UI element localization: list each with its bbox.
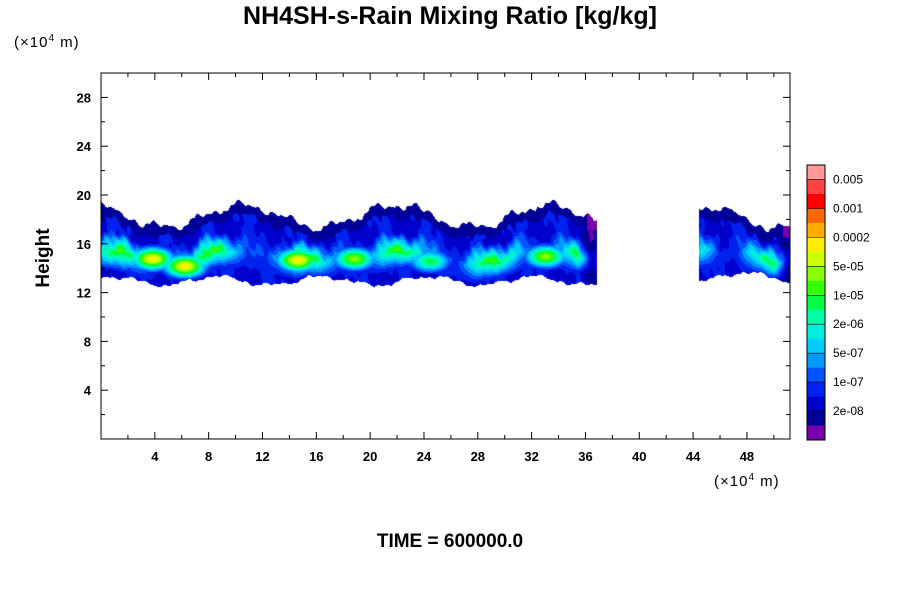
colorbar-label: 5e-07 [833, 346, 864, 360]
colorbar-label: 2e-08 [833, 404, 864, 418]
colorbar-swatch [807, 338, 825, 354]
x-tick-label: 48 [740, 449, 754, 464]
y-tick-label: 16 [77, 237, 91, 252]
time-label: TIME = 600000.0 [376, 531, 524, 552]
colorbar-label: 1e-07 [833, 375, 864, 389]
y-axis-label: Height [33, 228, 54, 288]
mixing-ratio-field [101, 73, 790, 439]
colorbar-swatch [807, 266, 825, 282]
x-tick-label: 36 [578, 449, 592, 464]
colorbar-swatch [807, 251, 825, 267]
y-unit-label: (×104 m) [14, 33, 80, 51]
y-tick-label: 12 [77, 286, 91, 301]
x-tick-label: 44 [686, 449, 701, 464]
x-tick-label: 16 [309, 449, 323, 464]
x-unit-label: (×104 m) [714, 472, 780, 490]
colorbar-swatch [807, 324, 825, 340]
y-tick-label: 4 [84, 383, 92, 398]
colorbar-swatch [807, 280, 825, 296]
x-tick-label: 24 [417, 449, 432, 464]
y-tick-labels: 4 8 12 16 20 24 28 [77, 90, 92, 398]
colorbar-swatch [807, 208, 825, 224]
x-tick-labels: 4 8 12 16 20 24 28 32 36 40 44 48 [151, 449, 754, 464]
axis-ticks [101, 73, 790, 439]
y-tick-label: 24 [77, 139, 92, 154]
x-tick-label: 28 [471, 449, 485, 464]
y-tick-label: 8 [84, 334, 91, 349]
colorbar-label: 2e-06 [833, 317, 864, 331]
colorbar-swatch [807, 411, 825, 427]
x-tick-label: 12 [255, 449, 269, 464]
colorbar-swatch [807, 425, 825, 441]
colorbar-swatch [807, 165, 825, 180]
colorbar-frame [806, 164, 826, 441]
x-tick-label: 4 [151, 449, 159, 464]
y-tick-label: 20 [77, 188, 91, 203]
colorbar-swatch [807, 237, 825, 253]
colorbar-swatch [807, 382, 825, 398]
colorbar-swatch [807, 396, 825, 412]
colorbar-swatch [807, 367, 825, 383]
colorbar: 0.005 0.001 0.0002 5e-05 1e-05 2e-06 5e-07 1e-0… [806, 164, 870, 441]
x-tick-label: 32 [524, 449, 538, 464]
colorbar-swatch [807, 222, 825, 238]
colorbar-label: 5e-05 [833, 259, 864, 273]
colorbar-label: 0.001 [833, 201, 863, 215]
plot-frame [100, 72, 791, 440]
colorbar-swatch [807, 179, 825, 195]
colorbar-label: 1e-05 [833, 288, 864, 302]
colorbar-swatch [807, 309, 825, 325]
field-fill [101, 73, 790, 439]
colorbar-swatch [807, 353, 825, 369]
colorbar-label: 0.005 [833, 172, 863, 186]
colorbar-swatch [807, 295, 825, 311]
x-tick-label: 8 [205, 449, 212, 464]
colorbar-label: 0.0002 [833, 230, 870, 244]
y-tick-label: 28 [77, 90, 91, 105]
x-tick-label: 20 [363, 449, 377, 464]
colorbar-swatch [807, 193, 825, 209]
chart-title: NH4SH-s-Rain Mixing Ratio [kg/kg] [243, 2, 657, 30]
x-tick-label: 40 [632, 449, 646, 464]
